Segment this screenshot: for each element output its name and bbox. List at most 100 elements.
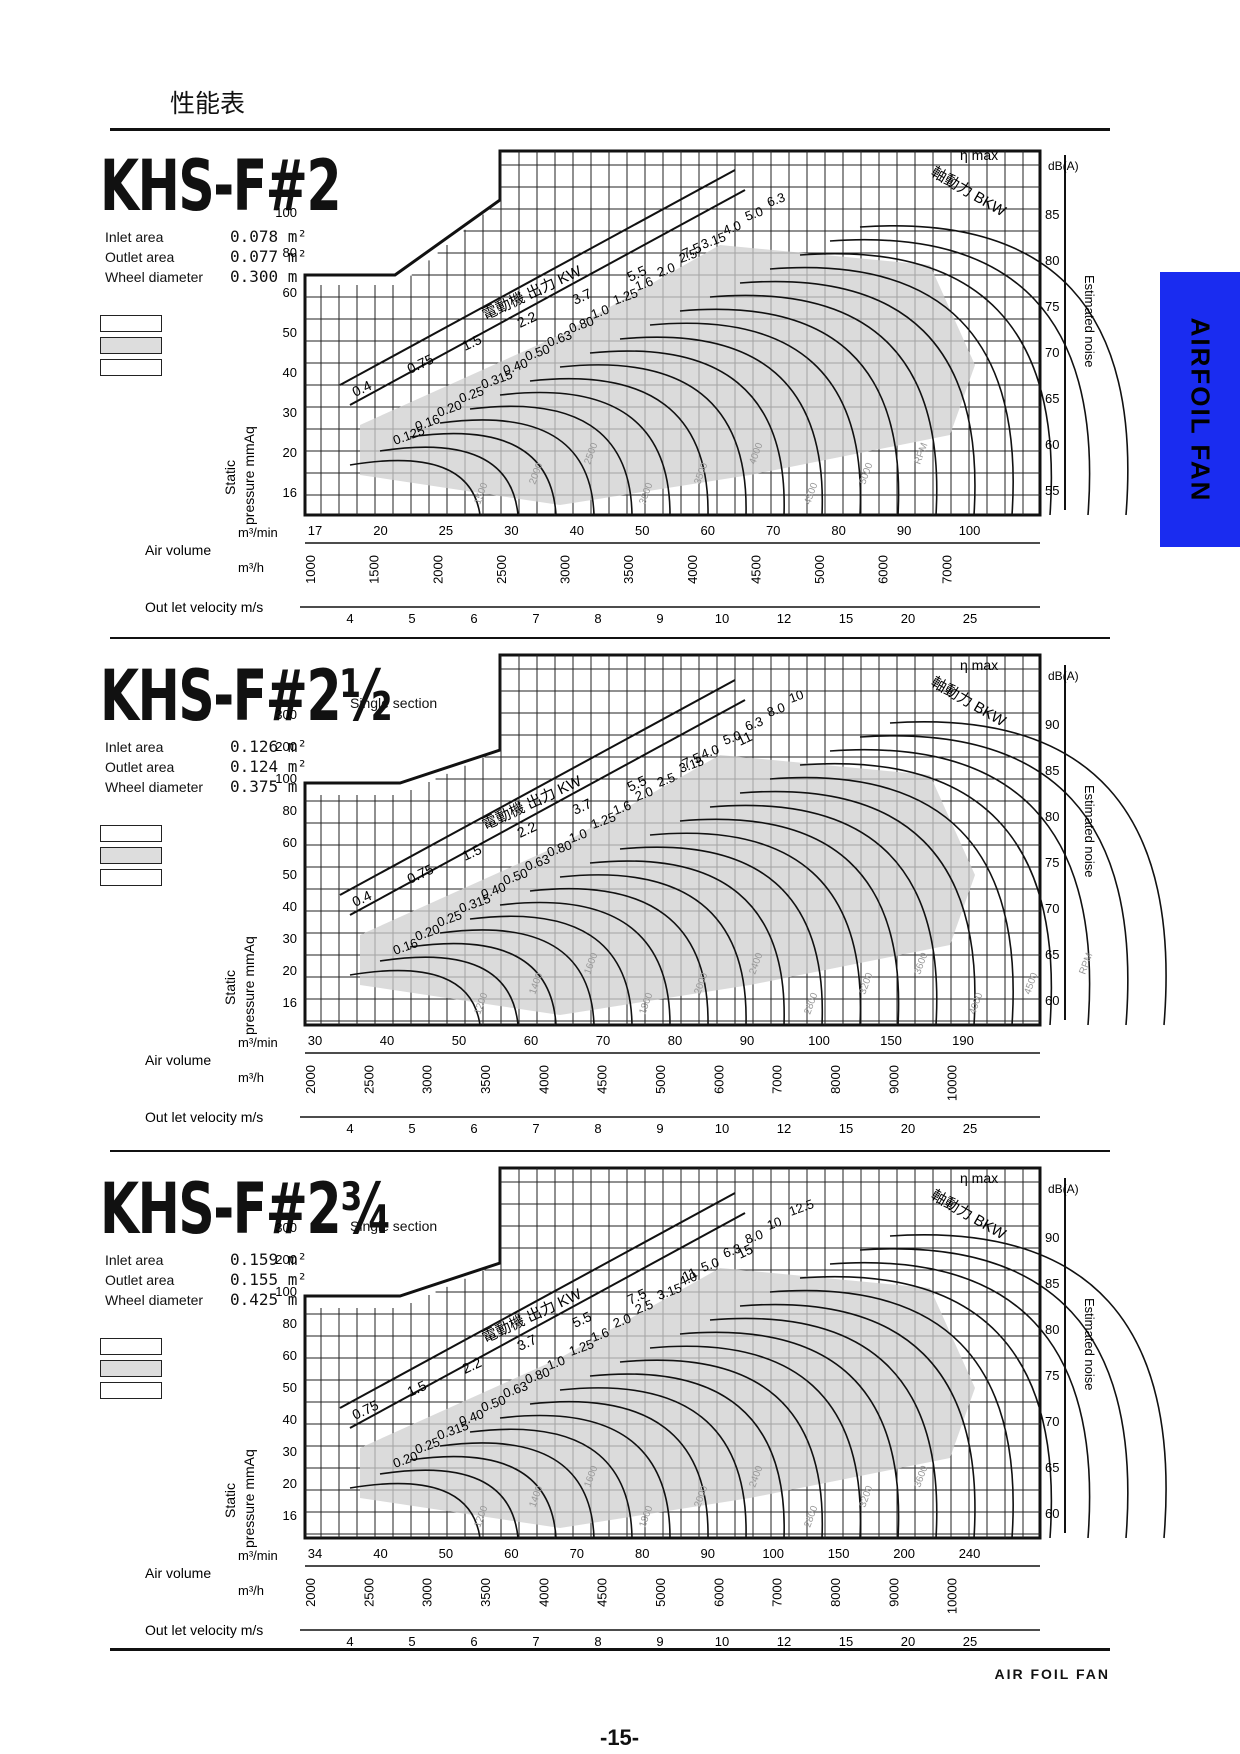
legend-box bbox=[100, 1382, 162, 1399]
db-tick: 80 bbox=[1045, 253, 1059, 268]
motor-line-inner bbox=[349, 189, 746, 406]
y-tick: 40 bbox=[283, 365, 297, 380]
x-h-tick: 6000 bbox=[711, 1065, 726, 1094]
x-h-tick: 4000 bbox=[536, 1065, 551, 1094]
bkw-label: 8.0 bbox=[743, 1227, 765, 1247]
bkw-curve bbox=[799, 1275, 1053, 1539]
rpm-label: 4000 bbox=[967, 991, 985, 1016]
x-h-tick: 8000 bbox=[828, 1578, 843, 1607]
y-tick: 60 bbox=[283, 1348, 297, 1363]
bkw-curve bbox=[439, 419, 595, 516]
y-tick: 50 bbox=[283, 1380, 297, 1395]
spec-label: Wheel diameter bbox=[105, 1292, 204, 1308]
velocity-tick: 25 bbox=[963, 1121, 977, 1136]
x-unit-min: m³/min bbox=[238, 1548, 278, 1563]
motor-kw-label: 1.5 bbox=[460, 841, 485, 864]
x-h-tick: 1500 bbox=[367, 555, 382, 584]
bkw-curve bbox=[769, 1289, 1014, 1539]
performance-curves bbox=[349, 721, 1167, 1026]
y-tick: 30 bbox=[283, 1444, 297, 1459]
x-min-tick: 40 bbox=[380, 1033, 394, 1048]
rpm-label: 2800 bbox=[802, 991, 820, 1016]
x-min-tick: 17 bbox=[308, 523, 322, 538]
bkw-curve bbox=[469, 1428, 633, 1539]
y-axis-label: Static bbox=[222, 970, 238, 1005]
db-tick: 70 bbox=[1045, 1414, 1059, 1429]
motor-kw-label: 1.5 bbox=[460, 331, 485, 354]
bkw-curve bbox=[619, 846, 824, 1026]
x-min-tick: 80 bbox=[668, 1033, 682, 1048]
bkw-curve bbox=[709, 294, 938, 516]
motor-kw-label: 0.75 bbox=[405, 861, 437, 887]
motor-kw-label: 2.2 bbox=[515, 818, 540, 841]
bkw-label: 4.0 bbox=[721, 218, 743, 238]
motor-kw-label: 15 bbox=[735, 1241, 756, 1262]
bkw-label: 2.5 bbox=[655, 770, 677, 790]
x-h-tick: 1000 bbox=[303, 555, 318, 584]
x-h-tick: 9000 bbox=[886, 1065, 901, 1094]
bkw-label: 10 bbox=[787, 687, 806, 706]
bkw-curve bbox=[619, 1359, 824, 1539]
x-min-tick: 70 bbox=[570, 1546, 584, 1561]
x-min-tick: 60 bbox=[700, 523, 714, 538]
legend-box bbox=[100, 869, 162, 886]
db-tick: 60 bbox=[1045, 437, 1059, 452]
bkw-curve bbox=[739, 280, 976, 516]
bkw-curve bbox=[829, 239, 1091, 516]
bkw-curve bbox=[799, 252, 1053, 516]
spec-label: Inlet area bbox=[105, 739, 164, 755]
y-axis-label-2: pressure mmAq bbox=[241, 936, 257, 1035]
grid-outline bbox=[303, 149, 1042, 517]
spec-label: Wheel diameter bbox=[105, 269, 204, 285]
spec-row: Outlet area 0.124 m² bbox=[105, 757, 307, 777]
velocity-tick: 7 bbox=[532, 1634, 539, 1649]
velocity-tick: 6 bbox=[470, 1634, 477, 1649]
bkw-curve bbox=[739, 1303, 976, 1539]
section-rule-1 bbox=[110, 637, 1110, 639]
footer-label: AIR FOIL FAN bbox=[994, 1666, 1110, 1682]
air-volume-label: Air volume bbox=[145, 1565, 211, 1581]
x-min-tick: 50 bbox=[452, 1033, 466, 1048]
x-h-tick: 4000 bbox=[536, 1578, 551, 1607]
x-min-tick: 40 bbox=[570, 523, 584, 538]
x-min-tick: 70 bbox=[766, 523, 780, 538]
side-tab: AIRFOIL FAN bbox=[1160, 272, 1240, 547]
db-tick: 55 bbox=[1045, 483, 1059, 498]
bkw-curve bbox=[859, 225, 1129, 516]
velocity-tick: 4 bbox=[346, 1121, 353, 1136]
single-section-label: Single section bbox=[350, 1218, 438, 1234]
velocity-tick: 5 bbox=[408, 611, 415, 626]
spec-block: Inlet area 0.159 m² Outlet area 0.155 m² Whe… bbox=[105, 1250, 307, 1310]
y-tick: 100 bbox=[275, 771, 297, 786]
velocity-tick: 20 bbox=[901, 1634, 915, 1649]
bkw-curve bbox=[799, 762, 1053, 1026]
spec-label: Wheel diameter bbox=[105, 779, 204, 795]
db-tick: 90 bbox=[1045, 1230, 1059, 1245]
bkw-label: 4.0 bbox=[677, 1269, 699, 1289]
bkw-curve bbox=[859, 735, 1129, 1026]
bkw-curve bbox=[829, 749, 1091, 1026]
x-h-tick: 3000 bbox=[420, 1065, 435, 1094]
db-tick: 75 bbox=[1045, 299, 1059, 314]
velocity-tick: 4 bbox=[346, 1634, 353, 1649]
motor-kw-label: 5.5 bbox=[625, 262, 650, 285]
bkw-label: 2.5 bbox=[677, 246, 699, 266]
bkw-curve bbox=[889, 721, 1167, 1026]
bkw-label: 1.0 bbox=[567, 826, 589, 846]
x-h-tick: 2500 bbox=[494, 555, 509, 584]
x-min-tick: 60 bbox=[504, 1546, 518, 1561]
bkw-curve bbox=[349, 459, 481, 516]
model-name: KHS-F#2¾ bbox=[100, 1168, 392, 1250]
y-tick: 300 bbox=[275, 1220, 297, 1235]
spec-value: 0.425 m bbox=[230, 1290, 298, 1309]
legend-box bbox=[100, 359, 162, 376]
bkw-curve bbox=[679, 818, 900, 1026]
rpm-label: 2800 bbox=[802, 1504, 820, 1529]
x-min-tick: 20 bbox=[373, 523, 387, 538]
bkw-label: 2.5 bbox=[633, 1297, 655, 1317]
bkw-curve bbox=[559, 1387, 747, 1539]
db-tick: 80 bbox=[1045, 1322, 1059, 1337]
rpm-label: 3200 bbox=[857, 971, 875, 996]
x-h-tick: 3000 bbox=[420, 1578, 435, 1607]
spec-label: Outlet area bbox=[105, 1272, 175, 1288]
